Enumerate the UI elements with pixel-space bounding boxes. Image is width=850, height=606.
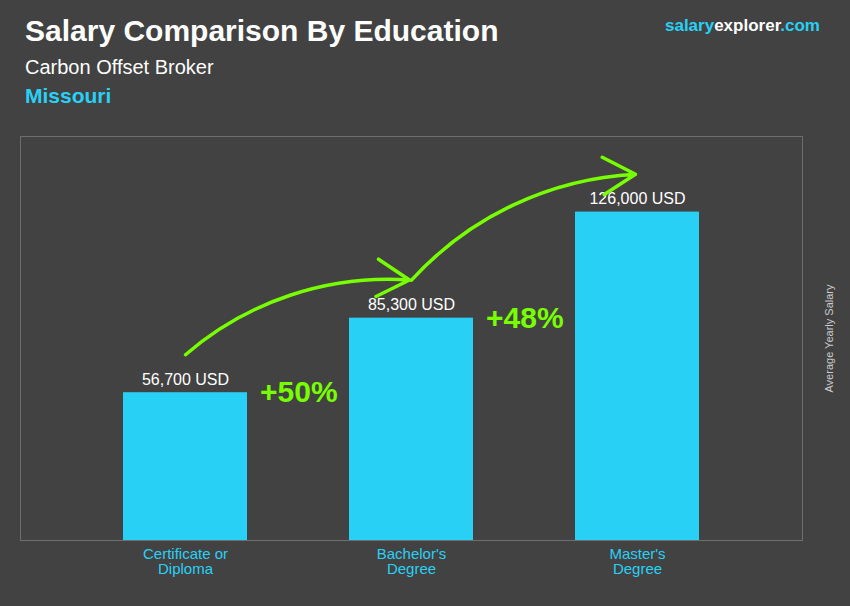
html-text:Carbon Offset Broker: Carbon Offset Broker <box>25 56 214 78</box>
html-text:salary explorer.com: salary explorer.com <box>665 16 820 35</box>
html-text:Salary Comparison By Education: Salary Comparison By Education <box>25 14 499 47</box>
svg-text:Average Yearly Salary: Average Yearly Salary <box>823 284 835 393</box>
svg-text:126,000 USD: 126,000 USD <box>589 190 686 208</box>
svg-text:Bachelor'sDegree: Bachelor'sDegree <box>377 545 447 577</box>
svg-text:+48%: +48% <box>486 301 564 334</box>
html-text:Missouri: Missouri <box>25 84 112 107</box>
svg-text:Master'sDegree: Master'sDegree <box>609 545 665 577</box>
svg-text:56,700 USD: 56,700 USD <box>142 371 229 388</box>
svg-text:+50%: +50% <box>260 375 338 408</box>
svg-text:Certificate orDiploma: Certificate orDiploma <box>143 545 228 577</box>
svg-text:85,300 USD: 85,300 USD <box>368 296 455 313</box>
